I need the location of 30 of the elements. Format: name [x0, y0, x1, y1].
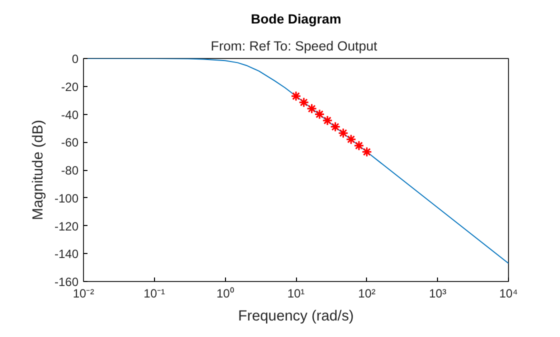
point	[314, 109, 325, 120]
point	[290, 90, 302, 102]
x-axis-title: Frequency (rad/s)	[238, 308, 354, 324]
point	[362, 146, 372, 158]
y-tick-label: -140	[54, 247, 79, 262]
y-tick-label: -60	[61, 136, 79, 150]
point	[338, 128, 348, 138]
point	[306, 103, 318, 114]
x-tick-label: 10³	[428, 286, 446, 300]
x-tick-label: 10¹	[287, 286, 305, 300]
point	[298, 97, 310, 108]
point	[354, 140, 364, 151]
x-tick-label: 10⁻¹	[144, 286, 166, 300]
x-tick-label: 10⁻²	[72, 286, 94, 300]
chart-subtitle: From: Ref To: Speed Output	[210, 38, 378, 54]
y-tick-label: 0	[72, 52, 79, 66]
y-tick-label: -80	[61, 164, 79, 178]
y-tick-label: -40	[61, 108, 79, 122]
point	[330, 122, 341, 132]
x-tick-label: 10⁴	[499, 286, 518, 300]
point	[346, 134, 356, 145]
x-tick-label: 10²	[358, 286, 376, 300]
x-tick-label: 10⁰	[216, 286, 234, 300]
y-axis-title: Magnitude (dB)	[30, 120, 46, 220]
y-tick-label: -120	[54, 219, 79, 234]
y-tick-label: -20	[61, 80, 79, 94]
point	[322, 115, 333, 126]
y-tick-label: -160	[54, 275, 79, 289]
chart-title: Bode Diagram	[250, 12, 342, 26]
y-tick-label: -100	[54, 191, 79, 206]
